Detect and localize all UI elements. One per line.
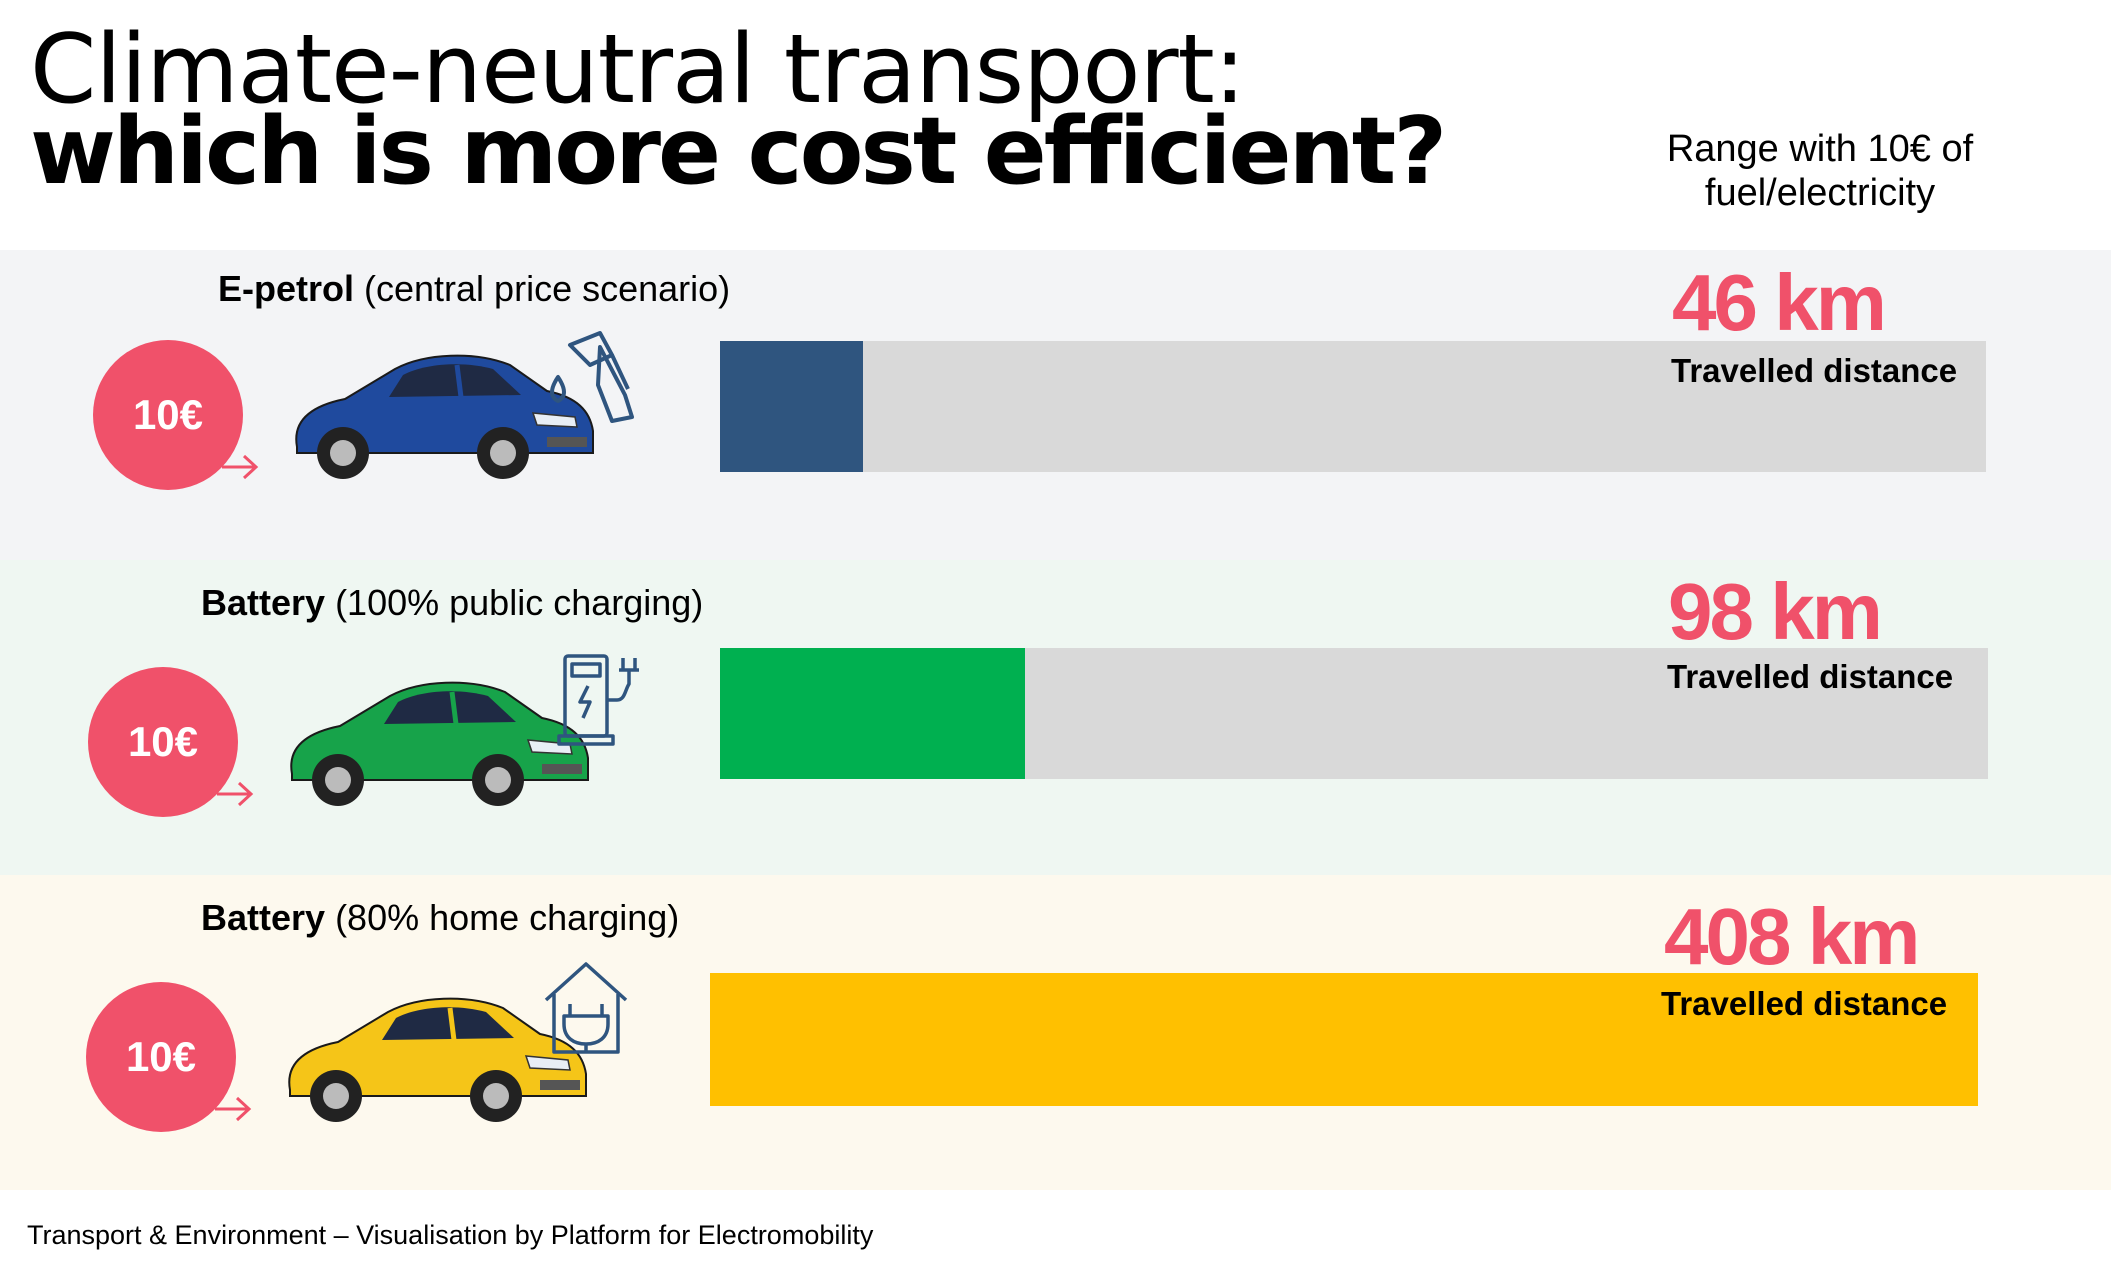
fuel-pump-icon bbox=[550, 331, 634, 423]
car-image bbox=[295, 354, 594, 479]
price-label: 10€ bbox=[127, 718, 199, 765]
price-label: 10€ bbox=[125, 1033, 197, 1080]
bar-fill-battery-public bbox=[720, 648, 1025, 779]
bar-track bbox=[710, 973, 1978, 1106]
row-label-rest: (80% home charging) bbox=[325, 897, 680, 938]
price-coin: 10€ bbox=[93, 340, 243, 490]
bar-track bbox=[720, 648, 1988, 779]
row-label-bold: Battery bbox=[201, 582, 326, 623]
source-credit: Transport & Environment – Visualisation … bbox=[27, 1220, 874, 1250]
travelled-distance-label: Travelled distance bbox=[1661, 985, 1948, 1022]
value-label-battery-public: 98 km bbox=[1668, 567, 1883, 656]
home-charging-icon bbox=[544, 962, 628, 1054]
range-note: Range with 10€ of fuel/electricity bbox=[1666, 128, 1974, 214]
bar-track bbox=[720, 341, 1986, 472]
travelled-distance-label: Travelled distance bbox=[1667, 658, 1954, 695]
price-label: 10€ bbox=[132, 391, 204, 438]
arrow-right-icon bbox=[215, 1096, 252, 1122]
value-label-battery-home: 408 km bbox=[1664, 892, 1920, 981]
car-image bbox=[290, 681, 589, 806]
row-label-bold: E-petrol bbox=[218, 268, 355, 309]
bar-fill-battery-home bbox=[710, 973, 1978, 1106]
travelled-distance-label: Travelled distance bbox=[1671, 352, 1958, 389]
title-line-1: Climate-neutral transport: bbox=[30, 15, 1246, 125]
row-label-battery-home: Battery (80% home charging) bbox=[201, 897, 679, 939]
title-line-2: which is more cost efficient? bbox=[30, 97, 1447, 205]
row-label-battery-public: Battery (100% public charging) bbox=[201, 582, 703, 624]
row-label-rest: (central price scenario) bbox=[354, 268, 731, 309]
car-image bbox=[288, 997, 587, 1122]
row-label-e-petrol: E-petrol (central price scenario) bbox=[218, 268, 730, 310]
row-label-bold: Battery bbox=[201, 897, 326, 938]
arrow-right-icon bbox=[222, 454, 259, 480]
bar-fill-e-petrol bbox=[720, 341, 863, 472]
price-coin: 10€ bbox=[88, 667, 238, 817]
value-label-e-petrol: 46 km bbox=[1672, 258, 1887, 347]
arrow-right-icon bbox=[217, 781, 254, 807]
price-coin: 10€ bbox=[86, 982, 236, 1132]
ev-charger-icon bbox=[557, 654, 639, 746]
row-label-rest: (100% public charging) bbox=[325, 582, 704, 623]
